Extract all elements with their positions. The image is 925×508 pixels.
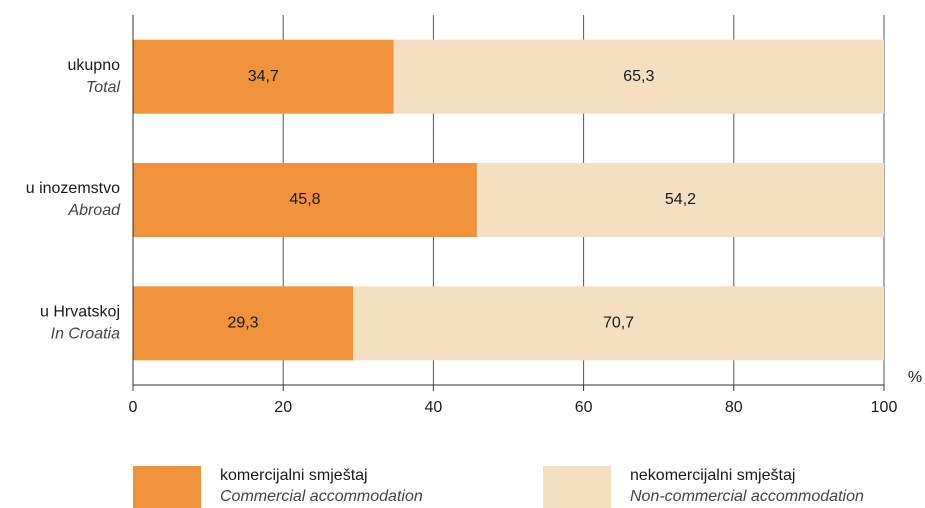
category-label-en: In Croatia <box>51 326 120 343</box>
x-tick-label: 0 <box>129 399 138 416</box>
bar-segment <box>133 39 394 114</box>
x-tick-label: 40 <box>425 399 443 416</box>
legend-label: komercijalni smještaj <box>220 467 368 484</box>
value-label: 45,8 <box>289 191 320 208</box>
bar-segment <box>133 286 354 361</box>
axis-unit: % <box>908 369 922 386</box>
legend-label: nekomercijalni smještaj <box>630 467 795 484</box>
category-label: u Hrvatskoj <box>40 304 120 321</box>
x-tick-label: 60 <box>575 399 593 416</box>
value-label: 70,7 <box>603 315 634 332</box>
value-label: 65,3 <box>623 68 654 85</box>
bar-segment <box>133 163 477 237</box>
category-label: ukupno <box>68 57 121 74</box>
legend-swatch <box>133 466 201 508</box>
value-label: 29,3 <box>227 315 258 332</box>
legend-label-en: Non-commercial accommodation <box>630 488 864 505</box>
category-label-en: Total <box>86 79 121 96</box>
value-label: 54,2 <box>665 191 696 208</box>
category-label-en: Abroad <box>67 202 121 219</box>
value-label: 34,7 <box>248 68 279 85</box>
category-label: u inozemstvo <box>26 180 120 197</box>
legend-label-en: Commercial accommodation <box>220 488 423 505</box>
x-tick-label: 20 <box>274 399 292 416</box>
bar-segment <box>476 163 884 237</box>
legend-swatch <box>543 466 611 508</box>
bar-segment <box>353 286 885 361</box>
x-tick-label: 100 <box>871 399 898 416</box>
bar-segment <box>393 39 884 114</box>
x-tick-label: 80 <box>725 399 743 416</box>
